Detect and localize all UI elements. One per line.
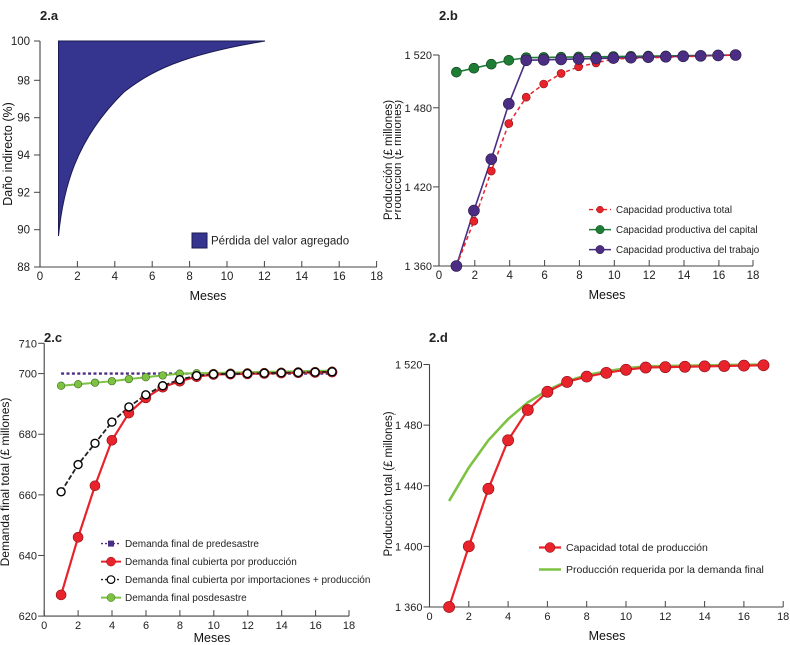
svg-text:Producción total (£ millones): Producción total (£ millones) bbox=[395, 411, 396, 562]
svg-text:1 520: 1 520 bbox=[404, 50, 432, 62]
svg-text:2.d: 2.d bbox=[429, 330, 448, 345]
svg-text:10: 10 bbox=[608, 270, 621, 282]
svg-text:2.a: 2.a bbox=[40, 8, 59, 23]
svg-text:2.c: 2.c bbox=[44, 330, 62, 345]
svg-text:1 480: 1 480 bbox=[404, 103, 432, 115]
svg-text:12: 12 bbox=[258, 271, 271, 283]
svg-text:Capacidad total de producción: Capacidad total de producción bbox=[566, 542, 708, 554]
svg-text:16: 16 bbox=[713, 270, 726, 282]
svg-text:Demanda final cubierta por imp: Demanda final cubierta por importaciones… bbox=[125, 575, 370, 586]
svg-text:620: 620 bbox=[19, 611, 37, 623]
svg-text:10: 10 bbox=[620, 611, 632, 623]
svg-text:92: 92 bbox=[17, 187, 30, 199]
svg-text:0: 0 bbox=[41, 620, 47, 632]
svg-text:4: 4 bbox=[109, 620, 115, 632]
svg-text:640: 640 bbox=[19, 550, 37, 562]
svg-text:4: 4 bbox=[506, 270, 513, 282]
svg-text:Producción requerida por la de: Producción requerida por la demanda fina… bbox=[566, 564, 764, 576]
svg-text:0: 0 bbox=[37, 271, 43, 283]
svg-text:8: 8 bbox=[177, 620, 183, 632]
svg-text:98: 98 bbox=[17, 75, 30, 87]
svg-text:1 420: 1 420 bbox=[404, 182, 432, 194]
svg-text:12: 12 bbox=[242, 620, 254, 632]
svg-text:6: 6 bbox=[544, 611, 550, 623]
svg-text:14: 14 bbox=[698, 611, 710, 623]
svg-text:6: 6 bbox=[541, 270, 547, 282]
svg-text:18: 18 bbox=[777, 611, 789, 623]
svg-text:94: 94 bbox=[17, 150, 30, 162]
svg-text:14: 14 bbox=[276, 620, 288, 632]
svg-text:Capacidad productiva total: Capacidad productiva total bbox=[616, 205, 732, 216]
svg-text:18: 18 bbox=[747, 270, 760, 282]
svg-text:2.b: 2.b bbox=[439, 8, 458, 23]
svg-text:90: 90 bbox=[17, 225, 30, 237]
svg-text:18: 18 bbox=[370, 271, 383, 283]
svg-text:10: 10 bbox=[221, 271, 234, 283]
svg-text:0: 0 bbox=[436, 270, 442, 282]
svg-text:Meses: Meses bbox=[194, 631, 231, 645]
svg-text:660: 660 bbox=[19, 490, 37, 502]
svg-text:Pérdida del valor agregado: Pérdida del valor agregado bbox=[211, 236, 349, 248]
svg-text:12: 12 bbox=[659, 611, 671, 623]
svg-text:1 520: 1 520 bbox=[395, 360, 423, 372]
svg-text:0: 0 bbox=[426, 611, 432, 623]
svg-text:1 400: 1 400 bbox=[395, 541, 423, 553]
svg-text:Demanda final de predesastre: Demanda final de predesastre bbox=[125, 539, 259, 550]
svg-text:4: 4 bbox=[505, 611, 511, 623]
svg-text:1 480: 1 480 bbox=[395, 420, 423, 432]
svg-text:2: 2 bbox=[466, 611, 472, 623]
svg-text:2: 2 bbox=[472, 270, 478, 282]
svg-text:88: 88 bbox=[17, 262, 30, 274]
svg-text:1 360: 1 360 bbox=[404, 261, 432, 273]
svg-text:2: 2 bbox=[74, 271, 80, 283]
svg-text:16: 16 bbox=[738, 611, 750, 623]
svg-text:96: 96 bbox=[17, 113, 30, 125]
svg-text:Meses: Meses bbox=[190, 289, 227, 303]
svg-text:8: 8 bbox=[186, 271, 192, 283]
svg-text:16: 16 bbox=[309, 620, 321, 632]
svg-text:6: 6 bbox=[149, 271, 155, 283]
svg-text:8: 8 bbox=[576, 270, 582, 282]
svg-text:710: 710 bbox=[19, 338, 37, 350]
svg-text:Meses: Meses bbox=[589, 629, 626, 643]
svg-text:4: 4 bbox=[112, 271, 119, 283]
svg-text:18: 18 bbox=[343, 620, 355, 632]
svg-text:700: 700 bbox=[19, 369, 37, 381]
svg-text:1 440: 1 440 bbox=[395, 481, 423, 493]
svg-text:Capacidad productiva del traba: Capacidad productiva del trabajo bbox=[616, 245, 760, 256]
svg-text:16: 16 bbox=[333, 271, 346, 283]
svg-text:Producción (£ millones): Producción (£ millones) bbox=[395, 100, 404, 220]
svg-text:Demanda final total (£ millone: Demanda final total (£ millones) bbox=[0, 398, 12, 567]
svg-text:Daño indirecto (%): Daño indirecto (%) bbox=[1, 102, 15, 206]
svg-text:Meses: Meses bbox=[589, 288, 626, 302]
svg-text:2: 2 bbox=[75, 620, 81, 632]
svg-text:Demanda final cubierta por pro: Demanda final cubierta por producción bbox=[125, 557, 297, 568]
svg-text:14: 14 bbox=[678, 270, 691, 282]
svg-text:8: 8 bbox=[584, 611, 590, 623]
svg-text:100: 100 bbox=[11, 36, 30, 48]
svg-text:Capacidad productiva del capit: Capacidad productiva del capital bbox=[616, 225, 758, 236]
svg-text:Producción (£ millones): Producción (£ millones) bbox=[383, 100, 395, 220]
svg-text:1 360: 1 360 bbox=[395, 602, 423, 614]
svg-text:6: 6 bbox=[143, 620, 149, 632]
svg-text:680: 680 bbox=[19, 429, 37, 441]
svg-text:Demanda final posdesastre: Demanda final posdesastre bbox=[125, 593, 247, 604]
svg-text:Producción total (£ millones): Producción total (£ millones) bbox=[383, 411, 395, 556]
svg-text:14: 14 bbox=[295, 271, 308, 283]
svg-text:12: 12 bbox=[643, 270, 656, 282]
